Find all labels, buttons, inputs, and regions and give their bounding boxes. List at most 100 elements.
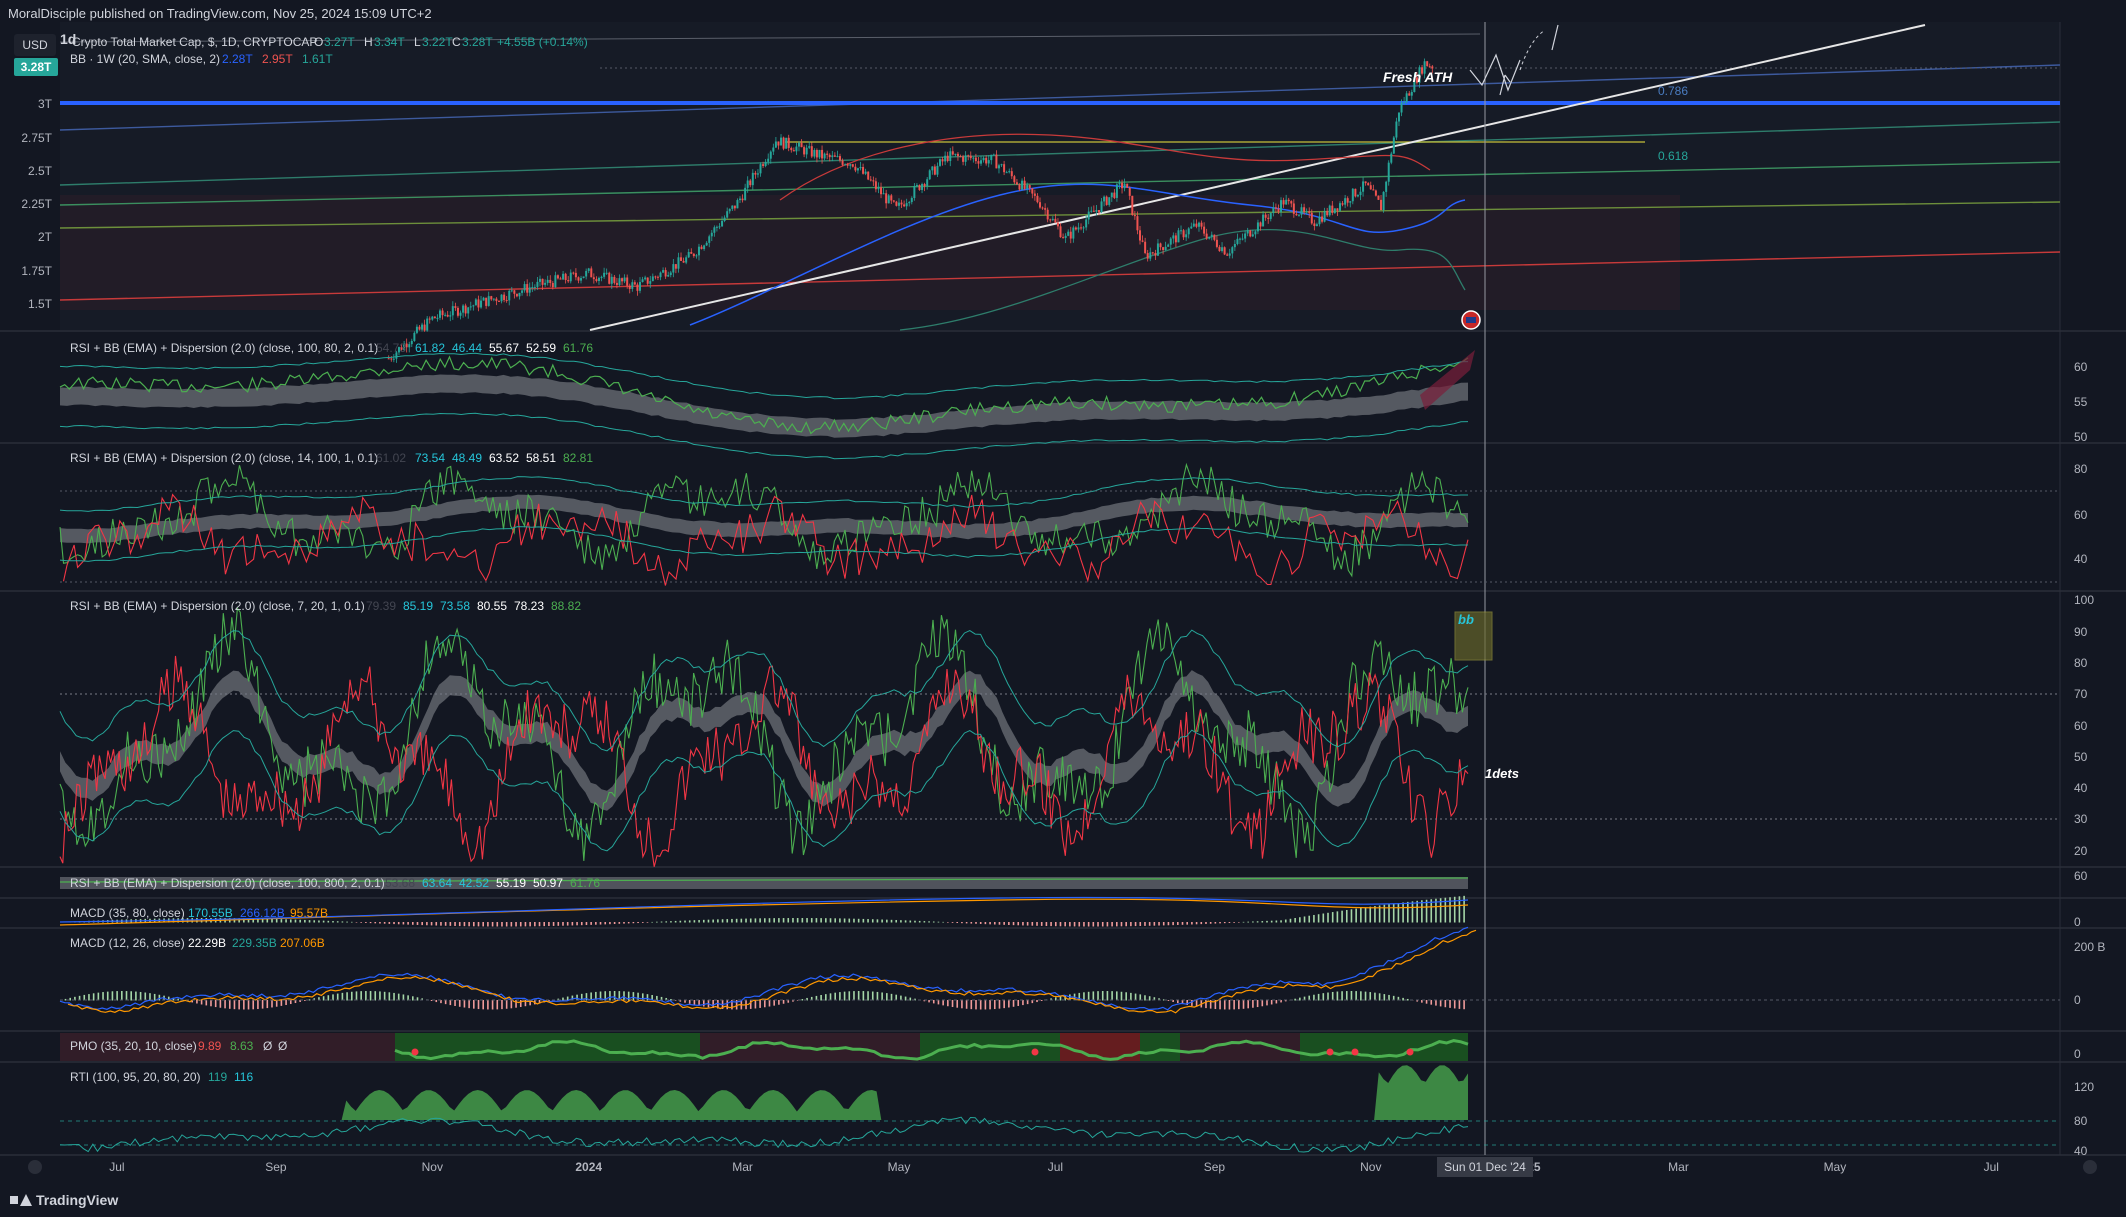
svg-text:3.34T: 3.34T bbox=[374, 35, 405, 49]
candle-body bbox=[1059, 226, 1062, 238]
candle-body bbox=[767, 158, 770, 162]
candle-body bbox=[433, 316, 436, 319]
rsi-pane-drawings bbox=[59, 350, 2060, 1153]
candle-body bbox=[605, 272, 608, 274]
candle-body bbox=[1321, 216, 1324, 222]
candle-body bbox=[1110, 192, 1113, 198]
candle-body bbox=[1133, 214, 1136, 217]
svg-text:88.82: 88.82 bbox=[551, 599, 581, 613]
candle-body bbox=[977, 161, 980, 164]
candle-body bbox=[474, 299, 477, 306]
candle-body bbox=[577, 277, 580, 281]
svg-text:52.59: 52.59 bbox=[526, 341, 556, 355]
candle-body bbox=[1005, 172, 1008, 174]
candle-body bbox=[1182, 230, 1185, 238]
candle-body bbox=[1395, 121, 1398, 138]
candle-body bbox=[1139, 230, 1141, 241]
candle-body bbox=[1210, 234, 1213, 237]
candle-body bbox=[1131, 195, 1134, 215]
candle-body bbox=[1033, 193, 1036, 196]
candle-body bbox=[1200, 222, 1203, 227]
svg-text:119: 119 bbox=[208, 1070, 227, 1084]
candle-body bbox=[633, 282, 636, 285]
candle-body bbox=[1046, 209, 1049, 220]
candle-body bbox=[1136, 216, 1139, 231]
candle-body bbox=[1256, 222, 1259, 232]
svg-text:3.22T: 3.22T bbox=[422, 35, 453, 49]
candle-body bbox=[1113, 192, 1116, 198]
footer-brand[interactable]: TradingView bbox=[10, 1192, 118, 1208]
candle-body bbox=[987, 160, 990, 164]
svg-text:1.75T: 1.75T bbox=[21, 264, 52, 278]
candle-body bbox=[1021, 180, 1024, 190]
candle-body bbox=[667, 275, 670, 277]
candle-body bbox=[564, 273, 567, 281]
candle-body bbox=[562, 273, 565, 280]
candle-body bbox=[1400, 102, 1403, 113]
candle-body bbox=[1162, 247, 1165, 250]
x-axis-tick-label: Sep bbox=[265, 1160, 287, 1174]
candle-body bbox=[1187, 228, 1190, 235]
candle-body bbox=[821, 149, 824, 159]
candle-body bbox=[864, 171, 867, 174]
currency-button[interactable]: USD bbox=[14, 34, 56, 56]
candle-body bbox=[1159, 243, 1162, 248]
candle-body bbox=[785, 137, 788, 149]
svg-text:90: 90 bbox=[2074, 625, 2088, 639]
candle-body bbox=[1069, 231, 1072, 239]
svg-text:H: H bbox=[364, 35, 373, 49]
candle-body bbox=[405, 343, 408, 348]
candle-body bbox=[874, 181, 877, 190]
svg-text:55: 55 bbox=[2074, 395, 2088, 409]
zoom-icon-left[interactable] bbox=[28, 1160, 42, 1174]
candle-body bbox=[628, 285, 631, 289]
candle-body bbox=[1108, 197, 1111, 205]
svg-text:40: 40 bbox=[2074, 781, 2088, 795]
rti-label: RTI (100, 95, 20, 80, 20) bbox=[70, 1070, 201, 1084]
ohlc-values: O 3.27T H 3.34T L 3.22T C 3.28T +4.55B (… bbox=[314, 35, 588, 49]
candle-body bbox=[1431, 66, 1434, 69]
candle-body bbox=[813, 149, 816, 157]
candle-body bbox=[944, 155, 947, 162]
candle-body bbox=[618, 278, 621, 286]
svg-text:73.54: 73.54 bbox=[415, 451, 445, 465]
candle-body bbox=[1095, 209, 1098, 212]
candle-body bbox=[1151, 252, 1154, 254]
candle-body bbox=[1105, 196, 1108, 205]
candle-body bbox=[1051, 218, 1054, 221]
x-axis-tick-label: 2024 bbox=[575, 1160, 602, 1174]
candle-body bbox=[1349, 201, 1352, 203]
candle-body bbox=[580, 278, 583, 281]
x-axis-tick-label: Jul bbox=[109, 1160, 124, 1174]
candle-body bbox=[1236, 238, 1239, 244]
candle-body bbox=[518, 292, 521, 297]
candle-body bbox=[1362, 181, 1365, 192]
candle-body bbox=[1290, 201, 1293, 204]
candle-body bbox=[459, 312, 462, 316]
candle-body bbox=[759, 164, 762, 174]
candle-body bbox=[915, 184, 918, 186]
candle-body bbox=[1208, 236, 1211, 239]
candlestick-series bbox=[387, 58, 1434, 363]
svg-text:L: L bbox=[414, 35, 421, 49]
candle-body bbox=[1015, 182, 1018, 185]
zoom-icon-right[interactable] bbox=[2083, 1160, 2097, 1174]
svg-text:60: 60 bbox=[2074, 508, 2088, 522]
x-axis-tick-label: May bbox=[1824, 1160, 1847, 1174]
main-y-axis[interactable]: 3T 2.75T 2.5T 2.25T 2T 1.75T 1.5T bbox=[21, 97, 52, 311]
candle-body bbox=[1405, 93, 1408, 103]
candle-body bbox=[1185, 234, 1188, 238]
candle-body bbox=[1246, 230, 1249, 234]
candle-body bbox=[533, 286, 536, 288]
candle-body bbox=[674, 264, 677, 269]
candle-body bbox=[972, 157, 975, 159]
candle-body bbox=[482, 297, 485, 301]
pane-y-axes[interactable]: 60 55 50 80 60 40 100 90 80 70 60 50 40 … bbox=[2074, 360, 2105, 1158]
interval-label[interactable]: 1d bbox=[60, 31, 76, 47]
candle-body bbox=[490, 296, 493, 300]
candle-body bbox=[1241, 238, 1244, 240]
candle-body bbox=[810, 146, 813, 157]
candle-body bbox=[1285, 199, 1288, 205]
svg-text:2.25T: 2.25T bbox=[21, 197, 52, 211]
